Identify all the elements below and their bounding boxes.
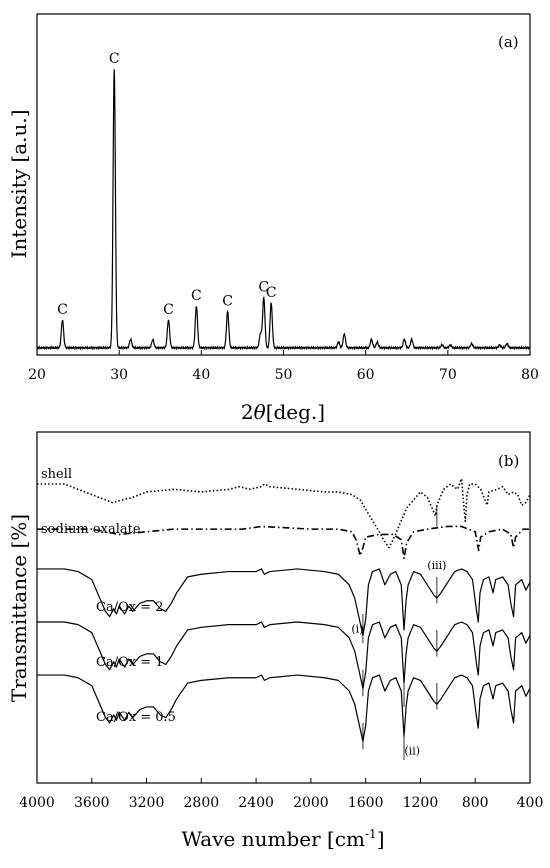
ftir-band-annotation: (i) — [351, 623, 363, 636]
xrd-x-axis-label-prefix: 2 — [241, 400, 254, 424]
xrd-peak-label: C — [57, 302, 68, 318]
xrd-x-axis-label-theta: θ — [254, 400, 266, 424]
xrd-x-tick-label: 80 — [521, 367, 539, 383]
xrd-peak-label: C — [266, 285, 277, 301]
ftir-series-line — [37, 525, 530, 560]
ftir-x-tick-label: 800 — [462, 795, 489, 811]
xrd-x-ticks: 20 30 40 50 60 70 80 — [28, 350, 539, 383]
xrd-x-tick-label: 20 — [28, 367, 46, 383]
xrd-x-tick-label: 30 — [110, 367, 128, 383]
xrd-x-tick-label: 50 — [275, 367, 293, 383]
ftir-spectra — [37, 477, 531, 743]
ftir-x-axis-label: Wave number [cm-1] — [181, 827, 384, 851]
ftir-x-tick-label: 2400 — [238, 795, 274, 811]
ftir-band-annotation: (ii) — [404, 745, 420, 758]
ftir-x-tick-label: 4000 — [19, 795, 55, 811]
ftir-x-tick-label: 1200 — [403, 795, 439, 811]
xrd-peak-label: C — [222, 294, 233, 310]
ftir-series-line — [37, 477, 531, 549]
ftir-x-ticks: 4000 3600 3200 2800 2400 2000 1600 1200 800 400 — [19, 778, 543, 811]
ftir-band-annotation: (iii) — [427, 559, 446, 572]
xrd-peak-label: C — [163, 302, 174, 318]
xrd-peak-label: C — [191, 288, 202, 304]
ftir-series-label: Ca/Ox = 0.5 — [96, 710, 176, 725]
ftir-x-tick-label: 1600 — [348, 795, 384, 811]
xrd-panel-label: (a) — [498, 33, 519, 51]
ftir-y-axis-label: Transmittance [%] — [7, 514, 31, 702]
ftir-x-axis-label-main: Wave number [cm — [181, 827, 365, 851]
ftir-panel: 4000 3600 3200 2800 2400 2000 1600 1200 800 400 (… — [7, 431, 543, 851]
ftir-x-tick-label: 3600 — [74, 795, 110, 811]
ftir-band-annotations: (i) (ii) (iii) — [351, 559, 446, 758]
ftir-series-label: shell — [41, 467, 72, 482]
ftir-x-tick-label: 2800 — [184, 795, 220, 811]
ftir-x-axis-label-close: ] — [377, 827, 385, 851]
ftir-series-label: Ca/Ox = 2 — [96, 600, 164, 615]
ftir-panel-label: (b) — [498, 452, 519, 470]
ftir-plot-frame — [36, 431, 531, 784]
ftir-series-labels: shell sodium oxalate Ca/Ox = 2 Ca/Ox = 1 Ca/… — [41, 467, 176, 725]
ftir-x-axis-label-superscript: -1 — [365, 827, 377, 841]
ftir-series-label: Ca/Ox = 1 — [96, 655, 164, 670]
xrd-peak-label: C — [109, 51, 120, 67]
xrd-x-axis-label: 2θ[deg.] — [241, 400, 325, 424]
xrd-x-tick-label: 40 — [192, 367, 210, 383]
ftir-x-tick-label: 2000 — [293, 795, 329, 811]
xrd-x-tick-label: 70 — [439, 367, 457, 383]
xrd-y-axis-label: Intensity [a.u.] — [7, 109, 31, 258]
ftir-x-tick-label: 3200 — [129, 795, 165, 811]
ftir-band-markers — [362, 505, 438, 760]
ftir-series-line — [37, 674, 531, 743]
ftir-series-label: sodium oxalate — [41, 522, 141, 537]
xrd-pattern-line — [36, 69, 531, 351]
xrd-x-axis-label-suffix: [deg.] — [266, 400, 325, 424]
ftir-x-tick-label: 400 — [517, 795, 544, 811]
xrd-x-tick-label: 60 — [357, 367, 375, 383]
ftir-series-line — [37, 621, 531, 689]
ftir-series-line — [37, 568, 531, 636]
xrd-peak-label: C — [258, 280, 269, 296]
